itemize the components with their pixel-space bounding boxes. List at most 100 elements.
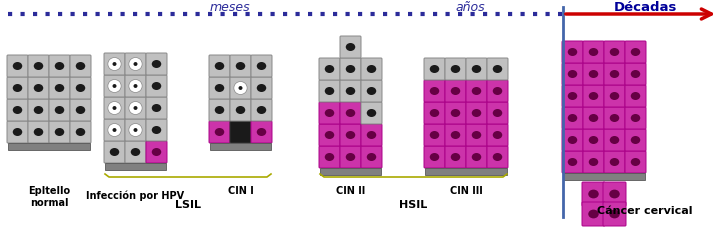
Ellipse shape	[588, 114, 599, 122]
Ellipse shape	[325, 153, 334, 161]
FancyBboxPatch shape	[251, 78, 272, 100]
FancyBboxPatch shape	[49, 78, 70, 100]
Ellipse shape	[34, 85, 43, 93]
Ellipse shape	[492, 131, 503, 139]
Text: Infección por HPV: Infección por HPV	[87, 190, 185, 201]
FancyBboxPatch shape	[209, 78, 230, 100]
Ellipse shape	[257, 63, 266, 71]
FancyBboxPatch shape	[7, 100, 28, 121]
Ellipse shape	[346, 131, 355, 139]
FancyBboxPatch shape	[230, 121, 251, 143]
Ellipse shape	[131, 148, 140, 156]
Ellipse shape	[257, 106, 266, 114]
FancyBboxPatch shape	[562, 108, 583, 129]
Ellipse shape	[367, 131, 376, 139]
Ellipse shape	[367, 109, 376, 118]
Ellipse shape	[129, 80, 142, 93]
Bar	[210, 143, 271, 150]
FancyBboxPatch shape	[466, 59, 487, 81]
Ellipse shape	[76, 106, 85, 114]
Ellipse shape	[367, 153, 376, 161]
FancyBboxPatch shape	[604, 42, 625, 64]
Ellipse shape	[113, 107, 116, 111]
Ellipse shape	[609, 210, 619, 218]
Ellipse shape	[55, 85, 64, 93]
FancyBboxPatch shape	[49, 100, 70, 121]
FancyBboxPatch shape	[583, 129, 604, 151]
FancyBboxPatch shape	[603, 202, 626, 226]
FancyBboxPatch shape	[487, 59, 508, 81]
Ellipse shape	[610, 93, 619, 101]
FancyBboxPatch shape	[487, 103, 508, 124]
Ellipse shape	[76, 128, 85, 136]
Ellipse shape	[325, 66, 334, 74]
FancyBboxPatch shape	[582, 202, 605, 226]
Ellipse shape	[152, 83, 161, 91]
FancyBboxPatch shape	[209, 121, 230, 143]
Ellipse shape	[588, 158, 599, 166]
Ellipse shape	[471, 131, 482, 139]
FancyBboxPatch shape	[424, 59, 445, 81]
FancyBboxPatch shape	[445, 124, 466, 146]
Ellipse shape	[610, 71, 619, 79]
Text: CIN II: CIN II	[336, 185, 365, 195]
Ellipse shape	[13, 106, 22, 114]
FancyBboxPatch shape	[466, 124, 487, 146]
FancyBboxPatch shape	[604, 108, 625, 129]
Ellipse shape	[76, 63, 85, 71]
FancyBboxPatch shape	[604, 129, 625, 151]
FancyBboxPatch shape	[445, 59, 466, 81]
Bar	[425, 168, 507, 175]
Ellipse shape	[257, 85, 266, 93]
FancyBboxPatch shape	[361, 103, 382, 124]
Ellipse shape	[113, 85, 116, 89]
FancyBboxPatch shape	[251, 100, 272, 121]
Ellipse shape	[430, 109, 439, 118]
FancyBboxPatch shape	[625, 151, 646, 173]
FancyBboxPatch shape	[604, 86, 625, 108]
Ellipse shape	[134, 85, 137, 89]
Ellipse shape	[451, 109, 460, 118]
FancyBboxPatch shape	[7, 56, 28, 78]
FancyBboxPatch shape	[361, 124, 382, 146]
Ellipse shape	[588, 49, 599, 57]
FancyBboxPatch shape	[603, 182, 626, 206]
FancyBboxPatch shape	[70, 121, 91, 143]
FancyBboxPatch shape	[466, 81, 487, 103]
FancyBboxPatch shape	[487, 81, 508, 103]
FancyBboxPatch shape	[361, 59, 382, 81]
Ellipse shape	[108, 80, 121, 93]
FancyBboxPatch shape	[146, 76, 167, 98]
Ellipse shape	[430, 131, 439, 139]
Ellipse shape	[236, 63, 245, 71]
FancyBboxPatch shape	[424, 103, 445, 124]
Ellipse shape	[346, 66, 355, 74]
Ellipse shape	[325, 109, 334, 118]
FancyBboxPatch shape	[251, 56, 272, 78]
FancyBboxPatch shape	[625, 129, 646, 151]
Text: meses: meses	[209, 0, 251, 13]
Ellipse shape	[346, 109, 355, 118]
FancyBboxPatch shape	[340, 124, 361, 146]
FancyBboxPatch shape	[625, 86, 646, 108]
Ellipse shape	[110, 148, 119, 156]
FancyBboxPatch shape	[340, 146, 361, 168]
Ellipse shape	[451, 153, 460, 161]
FancyBboxPatch shape	[583, 86, 604, 108]
FancyBboxPatch shape	[340, 59, 361, 81]
FancyBboxPatch shape	[562, 64, 583, 86]
FancyBboxPatch shape	[104, 76, 125, 98]
FancyBboxPatch shape	[104, 141, 125, 163]
FancyBboxPatch shape	[146, 119, 167, 141]
FancyBboxPatch shape	[7, 121, 28, 143]
FancyBboxPatch shape	[7, 78, 28, 100]
FancyBboxPatch shape	[146, 54, 167, 76]
FancyBboxPatch shape	[604, 151, 625, 173]
Ellipse shape	[113, 63, 116, 67]
FancyBboxPatch shape	[146, 98, 167, 119]
Ellipse shape	[34, 106, 43, 114]
Ellipse shape	[610, 158, 619, 166]
Ellipse shape	[129, 124, 142, 137]
FancyBboxPatch shape	[104, 119, 125, 141]
Ellipse shape	[492, 88, 503, 96]
